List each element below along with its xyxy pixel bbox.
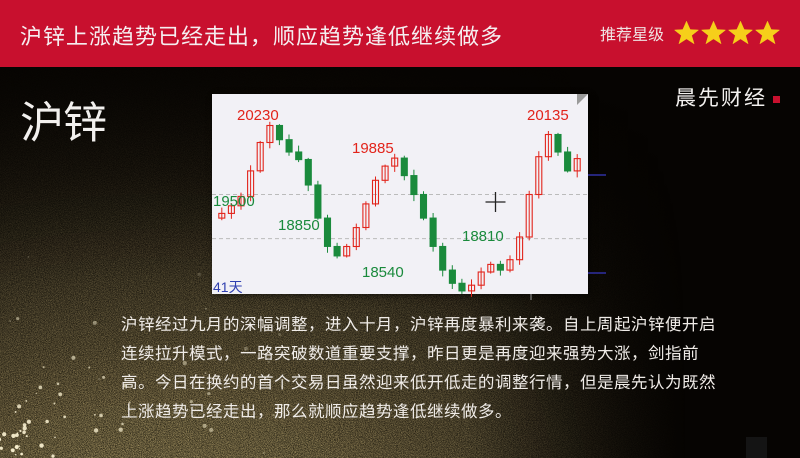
svg-text:19500: 19500 [213, 193, 255, 210]
svg-text:20230: 20230 [237, 107, 279, 124]
svg-text:19885: 19885 [352, 140, 394, 157]
svg-text:18540: 18540 [362, 264, 404, 281]
svg-text:20135: 20135 [527, 107, 569, 124]
svg-text:18810: 18810 [462, 228, 504, 245]
svg-text:41天: 41天 [213, 279, 243, 295]
svg-text:18850: 18850 [278, 217, 320, 234]
